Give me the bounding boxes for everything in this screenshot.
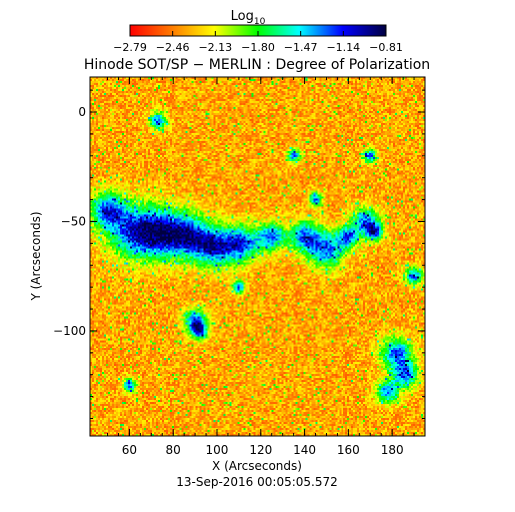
colorbar-tick-label: −2.46 [156,41,190,54]
x-tick-label: 120 [249,443,272,457]
x-tick-label: 100 [206,443,229,457]
y-tick-label: −100 [53,324,86,338]
colorbar-ticks: −2.79 −2.46 −2.13 −1.80 −1.47 −1.14 −0.81 [113,31,403,54]
colorbar-label: Log10 [231,9,266,27]
y-axis: 0 −50 −100 [53,89,425,419]
colorbar-tick-label: −1.14 [326,41,360,54]
colorbar-tick-label: −0.81 [369,41,403,54]
colorbar-tick-label: −1.80 [241,41,275,54]
x-tick-label: 180 [381,443,404,457]
y-tick-label: −50 [61,214,86,228]
observation-date: 13-Sep-2016 00:05:05.572 [176,475,338,489]
polarization-map [90,77,425,436]
y-axis-label: Y (Arcseconds) [29,211,43,301]
x-axis-label: X (Arcseconds) [212,459,302,473]
y-tick-label: 0 [78,105,86,119]
colorbar-tick-label: −2.13 [198,41,232,54]
chart-title: Hinode SOT/SP − MERLIN : Degree of Polar… [84,57,430,73]
colorbar-tick-label: −1.47 [284,41,318,54]
x-axis: 60 80 100 120 140 160 180 [107,77,415,457]
x-tick-label: 160 [337,443,360,457]
x-tick-label: 60 [122,443,137,457]
colorbar-tick-label: −2.79 [113,41,147,54]
plot-frame [89,76,426,437]
x-tick-label: 80 [166,443,181,457]
x-tick-label: 140 [293,443,316,457]
